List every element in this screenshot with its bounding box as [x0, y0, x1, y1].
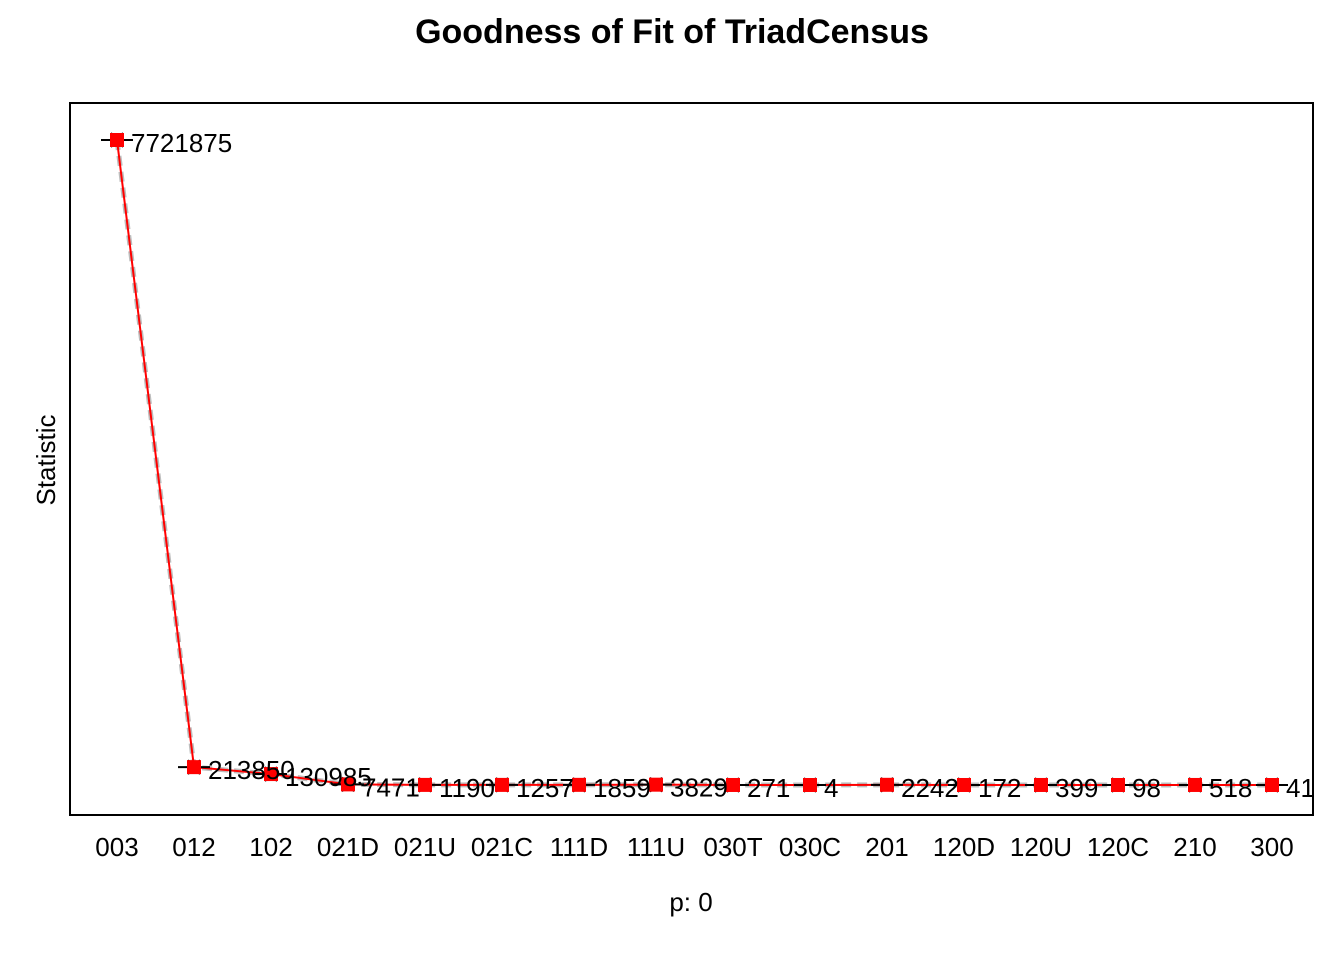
data-label: 213850 [208, 755, 295, 785]
x-axis-label: p: 0 [669, 887, 712, 917]
data-label: 1190 [439, 773, 495, 803]
data-label: 1257 [516, 773, 574, 803]
data-point [880, 777, 894, 792]
data-label: 4 [824, 773, 838, 803]
data-label: 98 [1132, 773, 1161, 803]
x-tick-label: 120U [1010, 832, 1072, 862]
data-point [726, 777, 740, 792]
data-label: 3829 [670, 773, 728, 803]
data-label: 399 [1055, 773, 1098, 803]
x-tick-label: 012 [172, 832, 215, 862]
data-point [187, 760, 201, 775]
x-tick-labels: 003 012 102 021D 021U 021C 111D 111U 030T 030C 201… [95, 832, 1293, 862]
data-label: 172 [978, 773, 1021, 803]
data-label: 7721875 [131, 128, 232, 158]
y-axis-label: Statistic [31, 414, 61, 505]
observed-line [114, 139, 1273, 788]
data-point [1188, 777, 1202, 792]
fitted-line [116, 139, 1273, 786]
data-point [572, 777, 586, 792]
data-point [957, 777, 971, 792]
series-points [110, 133, 1279, 792]
x-tick-label: 120C [1087, 832, 1149, 862]
x-tick-label: 030C [779, 832, 841, 862]
x-tick-label: 210 [1173, 832, 1216, 862]
x-tick-label: 021U [394, 832, 456, 862]
x-tick-label: 111D [550, 832, 608, 862]
data-label: 1859 [593, 773, 651, 803]
data-point [495, 777, 509, 792]
data-point [1034, 777, 1048, 792]
plot-frame [69, 102, 1314, 816]
data-point [418, 777, 432, 792]
x-tick-label: 021C [471, 832, 533, 862]
observed-markers [101, 132, 1288, 793]
x-tick-label: 030T [703, 832, 762, 862]
x-tick-label: 003 [95, 832, 138, 862]
data-label: 2242 [901, 773, 959, 803]
series-lines [114, 139, 1273, 788]
data-point [803, 777, 817, 792]
chart-title: Goodness of Fit of TriadCensus [415, 13, 929, 51]
data-point [649, 777, 663, 792]
data-label: 7471 [362, 772, 420, 802]
data-point [264, 767, 278, 782]
x-tick-label: 300 [1250, 832, 1293, 862]
data-label: 518 [1209, 773, 1252, 803]
x-tick-label: 201 [865, 832, 908, 862]
x-tick-label: 120D [933, 832, 995, 862]
data-point [341, 777, 355, 792]
x-tick-label: 102 [249, 832, 292, 862]
data-point [1265, 777, 1279, 792]
x-tick-label: 021D [317, 832, 379, 862]
x-tick-label: 111U [627, 832, 685, 862]
data-label: 130985 [285, 762, 372, 792]
data-point [1111, 777, 1125, 792]
data-label: 41 [1286, 773, 1315, 803]
data-label: 271 [747, 773, 790, 803]
data-point [110, 133, 124, 147]
